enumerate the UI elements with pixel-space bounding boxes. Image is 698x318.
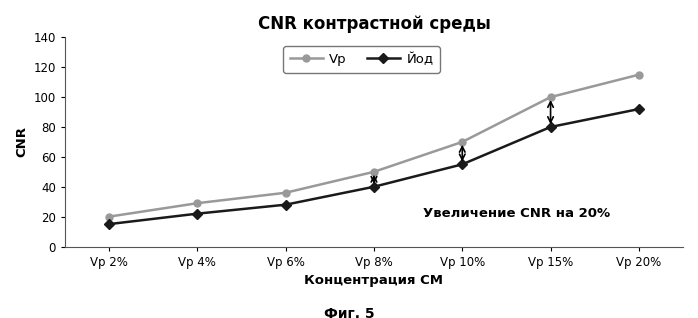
X-axis label: Концентрация СМ: Концентрация СМ: [304, 274, 443, 287]
Йод: [105, 222, 113, 226]
Vp: [458, 140, 466, 144]
Йод: [547, 125, 555, 129]
Text: Увеличение CNR на 20%: Увеличение CNR на 20%: [422, 207, 609, 220]
Йод: [370, 185, 378, 189]
Y-axis label: CNR: CNR: [15, 127, 28, 157]
Line: Vp: Vp: [105, 71, 642, 220]
Line: Йод: Йод: [105, 106, 642, 228]
Vp: [281, 191, 290, 195]
Title: CNR контрастной среды: CNR контрастной среды: [258, 15, 491, 33]
Vp: [105, 215, 113, 218]
Vp: [634, 73, 643, 77]
Vp: [193, 201, 202, 205]
Text: Фиг. 5: Фиг. 5: [324, 307, 374, 318]
Vp: [370, 170, 378, 174]
Legend: Vp, Йод: Vp, Йод: [283, 46, 440, 73]
Йод: [458, 162, 466, 166]
Йод: [634, 107, 643, 111]
Йод: [193, 212, 202, 216]
Йод: [281, 203, 290, 207]
Vp: [547, 95, 555, 99]
